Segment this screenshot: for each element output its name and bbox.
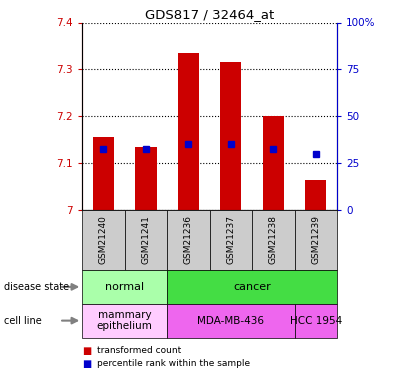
Text: normal: normal (105, 282, 144, 292)
Bar (167, 210, 210, 270)
Bar (305, 180, 326, 210)
Bar (82, 304, 167, 338)
Bar (82, 270, 167, 304)
Bar (167, 304, 295, 338)
Bar (93, 137, 114, 210)
Text: HCC 1954: HCC 1954 (290, 316, 342, 326)
Text: transformed count: transformed count (97, 346, 181, 355)
Text: GSM21239: GSM21239 (311, 216, 320, 264)
Bar (135, 147, 157, 210)
Text: percentile rank within the sample: percentile rank within the sample (97, 359, 250, 368)
Bar (263, 116, 284, 210)
Text: ■: ■ (82, 359, 92, 369)
Bar (82, 210, 125, 270)
Bar (295, 304, 337, 338)
Bar (178, 53, 199, 210)
Text: disease state: disease state (4, 282, 69, 292)
Title: GDS817 / 32464_at: GDS817 / 32464_at (145, 8, 274, 21)
Text: cancer: cancer (233, 282, 271, 292)
Bar (295, 210, 337, 270)
Bar (125, 210, 167, 270)
Text: ■: ■ (82, 346, 92, 355)
Bar (220, 62, 242, 210)
Text: GSM21238: GSM21238 (269, 216, 278, 264)
Text: mammary
epithelium: mammary epithelium (97, 310, 152, 332)
Text: cell line: cell line (4, 316, 42, 326)
Bar (252, 210, 295, 270)
Text: GSM21240: GSM21240 (99, 216, 108, 264)
Text: GSM21237: GSM21237 (226, 216, 236, 264)
Text: GSM21236: GSM21236 (184, 216, 193, 264)
Text: GSM21241: GSM21241 (141, 216, 150, 264)
Bar (167, 270, 337, 304)
Text: MDA-MB-436: MDA-MB-436 (197, 316, 264, 326)
Bar (210, 210, 252, 270)
